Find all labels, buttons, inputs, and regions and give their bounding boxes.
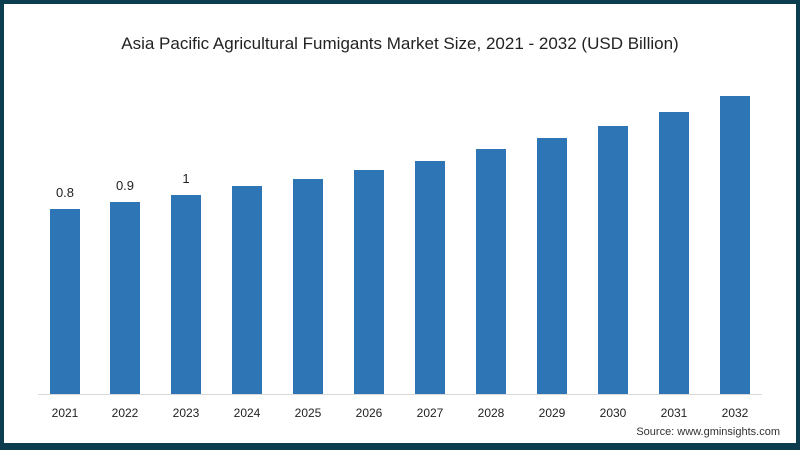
bar-2021 [50,209,80,394]
data-label-2021: 0.8 [55,185,75,201]
bar-2031 [659,112,689,394]
chart-title: Asia Pacific Agricultural Fumigants Mark… [121,34,679,53]
x-tick-label: 2021 [51,406,79,420]
source-note: Source: www.gminsights.com [636,426,780,438]
bar-2022 [110,202,140,394]
bar-2028 [476,149,506,394]
bar-2027 [415,160,445,394]
bar-2032 [720,96,750,394]
data-label-2023: 1 [182,171,190,187]
bar-2025 [293,179,323,394]
data-label-2022: 0.9 [115,178,135,194]
bar-2024 [232,186,262,394]
x-tick-label: 2029 [538,406,566,420]
x-tick-label: 2026 [355,406,383,420]
x-tick-label: 2027 [416,406,444,420]
bar-2023 [171,195,201,394]
x-tick-label: 2032 [721,406,749,420]
plot-area [38,60,762,394]
x-tick-label: 2025 [294,406,322,420]
x-tick-label: 2022 [111,406,139,420]
x-tick-label: 2031 [660,406,688,420]
x-tick-label: 2030 [599,406,627,420]
bar-2026 [354,169,384,394]
x-tick-label: 2023 [172,406,200,420]
x-axis-line [38,394,762,395]
bar-2029 [537,137,567,394]
bar-2030 [598,126,628,394]
x-tick-label: 2028 [477,406,505,420]
x-tick-label: 2024 [233,406,261,420]
